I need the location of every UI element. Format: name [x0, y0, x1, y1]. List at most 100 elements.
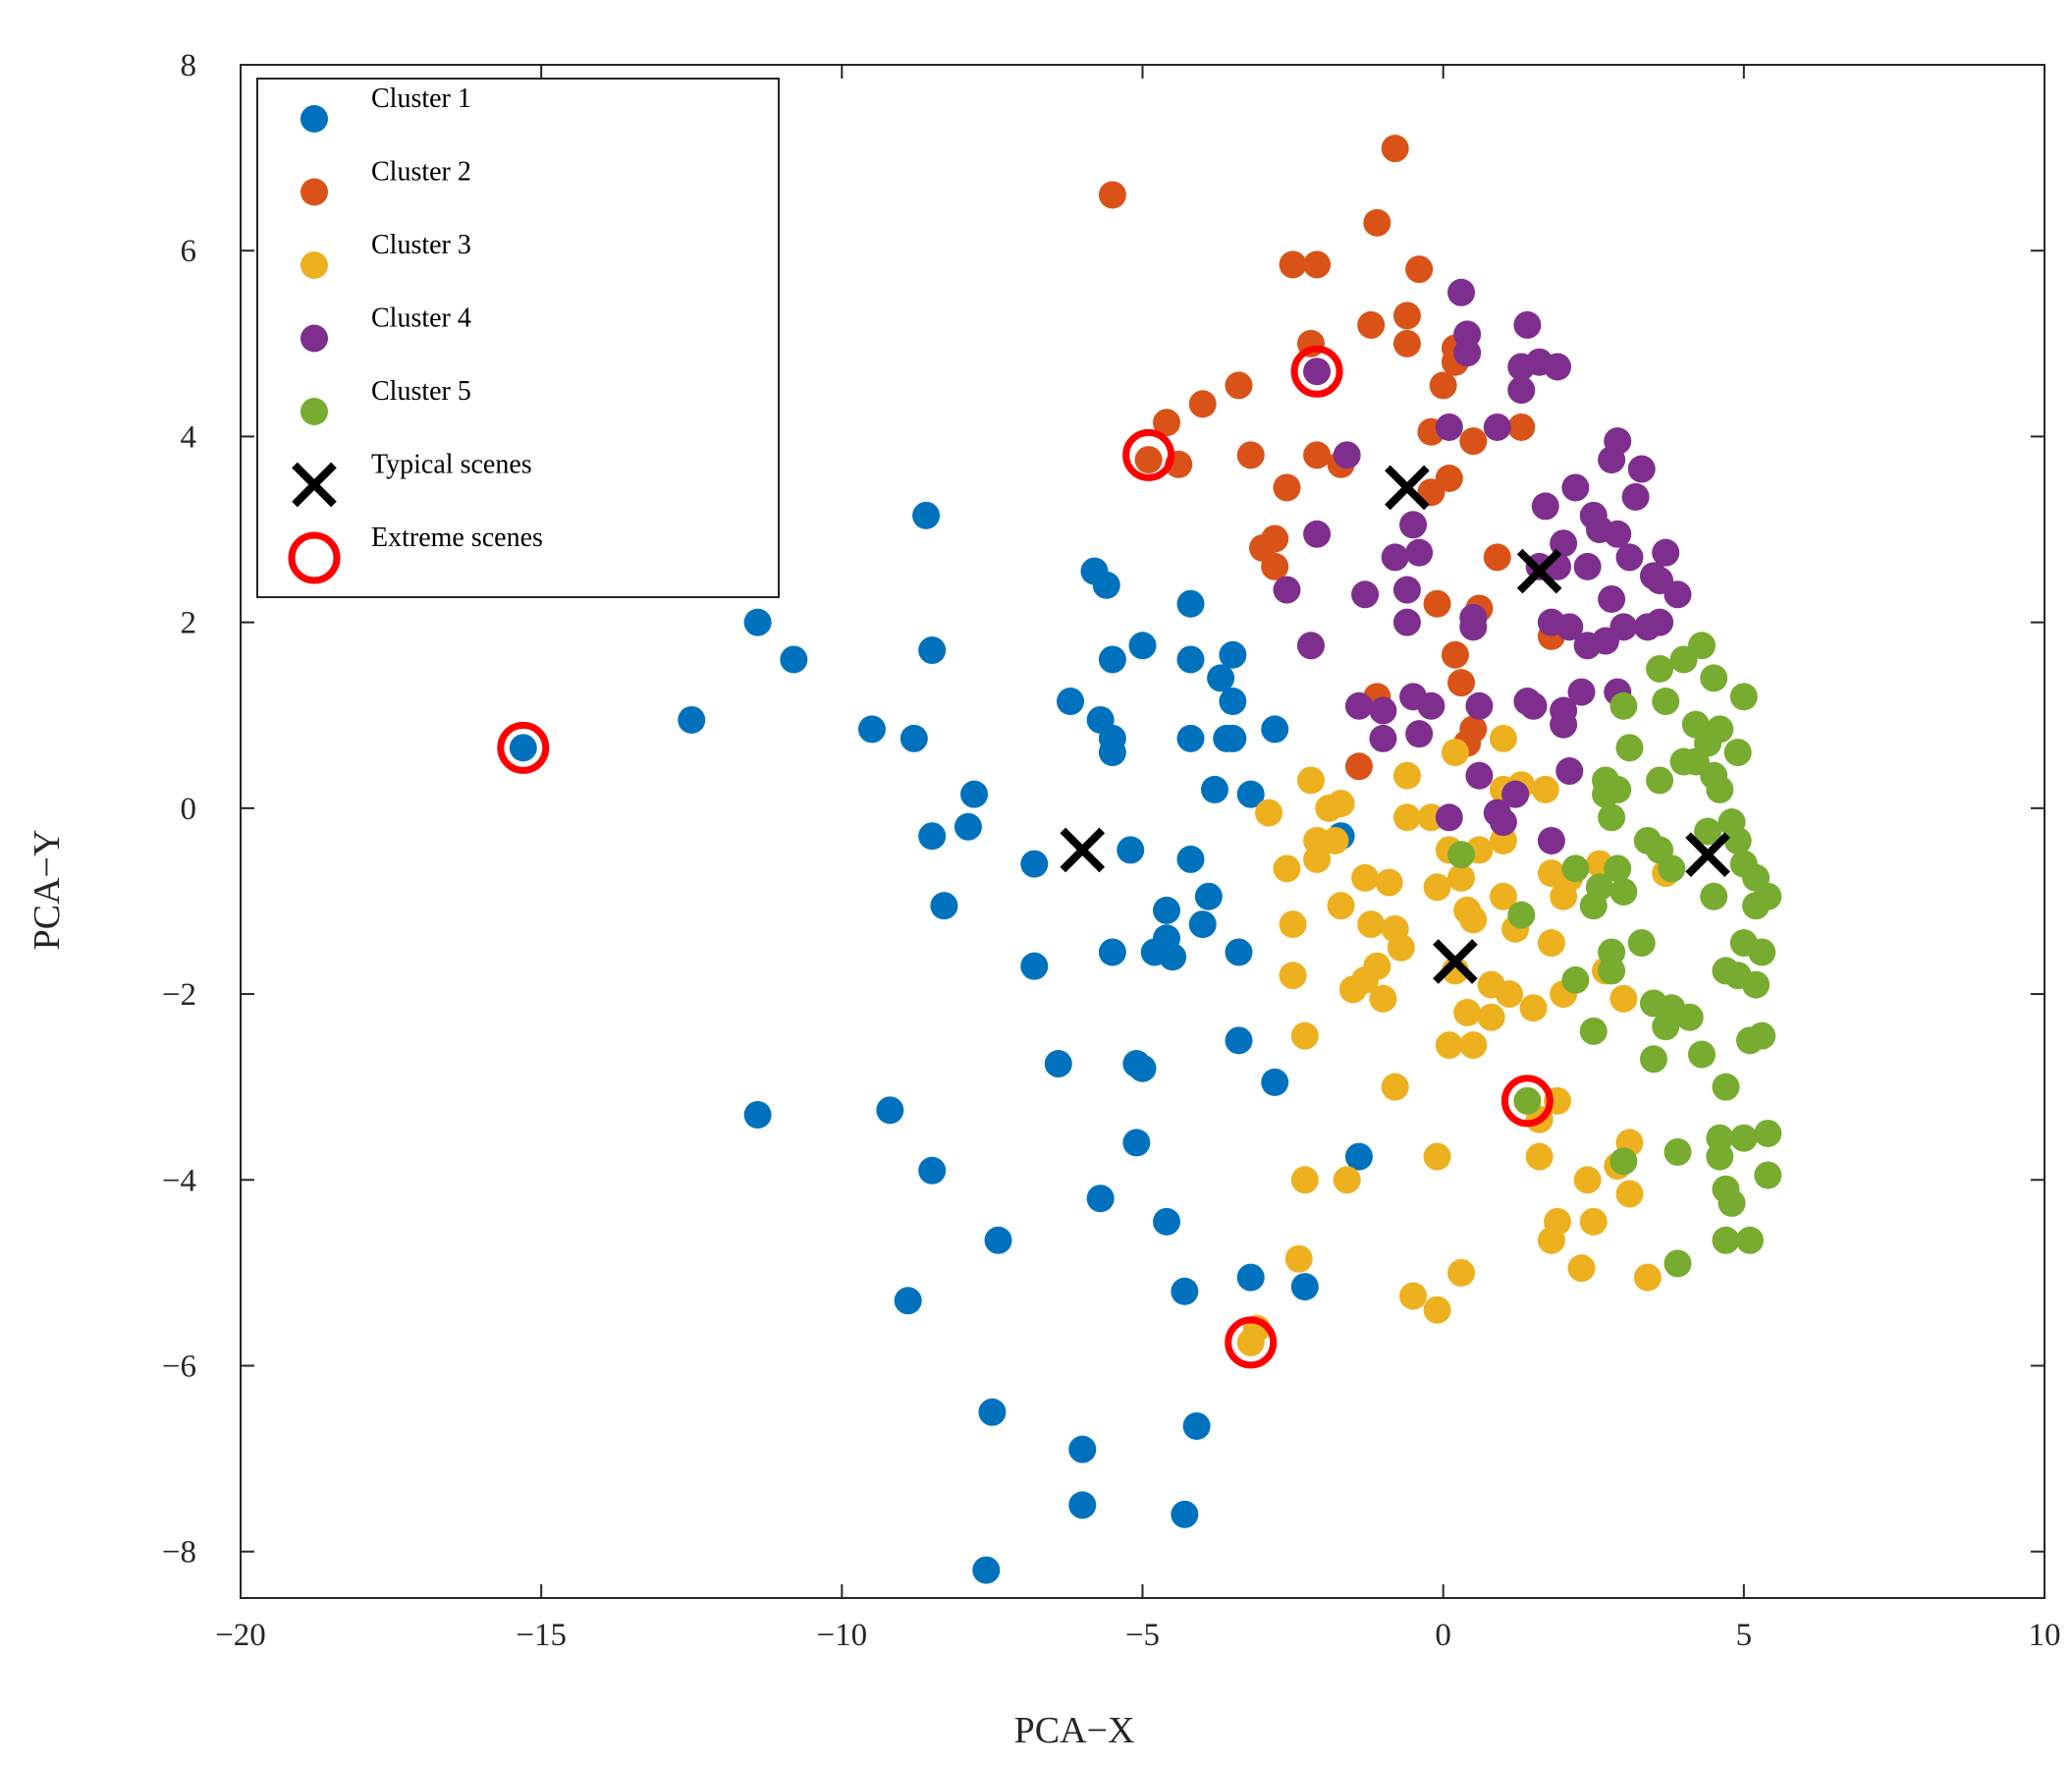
data-point: [1159, 943, 1187, 971]
extreme-scene-marker: [497, 721, 550, 774]
data-point: [1357, 910, 1386, 939]
data-point: [1609, 877, 1638, 906]
data-point: [1261, 715, 1289, 744]
data-point: [1573, 552, 1602, 580]
data-point: [1604, 855, 1632, 883]
data-point: [1044, 1050, 1072, 1078]
data-point: [1381, 1073, 1409, 1101]
data-point: [1615, 734, 1644, 762]
data-point: [1639, 1045, 1667, 1074]
data-point: [1363, 208, 1391, 237]
data-point: [1723, 826, 1752, 855]
data-point: [1344, 752, 1373, 781]
legend-label: Cluster 1: [371, 83, 471, 114]
legend: Cluster 1 Cluster 2 Cluster 3 Cluster 4 Clus…: [256, 78, 780, 598]
data-point: [1122, 1129, 1151, 1157]
typical-scene-stroke: [1516, 548, 1562, 594]
data-point: [1754, 1119, 1782, 1147]
data-point: [1609, 1147, 1638, 1176]
data-point: [1483, 543, 1511, 572]
data-point: [1550, 710, 1578, 739]
x-tick-label: −20: [215, 1618, 266, 1653]
extreme-scene-marker: [1225, 1316, 1278, 1369]
data-point: [930, 892, 958, 920]
data-point: [1020, 952, 1049, 980]
y-axis-ticks: −8 −6 −4 −2 0 2 4 6 8: [162, 48, 2045, 1571]
data-point: [1567, 1254, 1596, 1283]
data-point: [1392, 302, 1421, 330]
data-point: [1176, 724, 1205, 752]
y-tick-label: −6: [162, 1349, 196, 1384]
data-point: [1098, 739, 1126, 767]
data-point: [1279, 962, 1307, 990]
x-axis-title: PCA−X: [1014, 1710, 1135, 1751]
data-point: [1477, 1003, 1505, 1031]
data-point: [1675, 1003, 1704, 1031]
data-point: [1723, 739, 1752, 767]
data-point: [1459, 906, 1488, 934]
data-point: [1303, 520, 1332, 548]
data-point: [1687, 632, 1716, 660]
data-point: [1273, 855, 1301, 883]
data-point: [1261, 524, 1289, 553]
data-point: [1567, 678, 1596, 706]
data-point: [1609, 613, 1638, 641]
data-point: [1290, 1273, 1319, 1301]
data-point: [1020, 850, 1049, 878]
data-point: [1447, 1258, 1476, 1287]
x-tick-label: −5: [1125, 1618, 1160, 1653]
data-point: [1392, 608, 1421, 636]
data-point: [1447, 841, 1476, 869]
legend-swatch-dot: [300, 324, 328, 353]
data-point: [1225, 371, 1253, 400]
data-point: [1279, 910, 1307, 939]
data-point: [1200, 775, 1228, 803]
legend-swatch-x: [292, 462, 337, 508]
data-point: [1369, 696, 1397, 725]
data-point: [1423, 1142, 1451, 1171]
data-point: [1098, 938, 1126, 966]
data-point: [1176, 645, 1205, 674]
data-point: [1513, 310, 1542, 339]
data-point: [1273, 576, 1301, 604]
data-point: [1441, 640, 1469, 669]
data-point: [984, 1226, 1012, 1254]
data-point: [1387, 933, 1415, 962]
data-point: [1459, 1031, 1488, 1060]
data-point: [1176, 845, 1205, 873]
extreme-scene-marker: [1122, 428, 1175, 481]
data-point: [1561, 965, 1590, 994]
data-point: [1236, 780, 1265, 808]
data-point: [1453, 339, 1482, 367]
data-point: [1086, 1185, 1115, 1213]
data-point: [1459, 613, 1488, 641]
typical-scene-marker: [1385, 465, 1430, 511]
data-point: [1219, 724, 1247, 752]
data-point: [1646, 766, 1674, 795]
data-point: [978, 1398, 1007, 1426]
data-point: [743, 1101, 772, 1130]
data-point: [1351, 580, 1380, 609]
data-point: [1609, 984, 1638, 1013]
data-point: [1604, 520, 1632, 548]
data-point: [1134, 446, 1163, 474]
x-tick-label: −10: [817, 1618, 868, 1653]
data-point: [857, 715, 886, 744]
data-point: [1327, 790, 1355, 818]
data-point: [1579, 1207, 1608, 1236]
data-point: [1519, 691, 1548, 720]
data-point: [1652, 688, 1680, 716]
legend-swatch-dot: [300, 105, 328, 133]
series-cluster-5: [1447, 632, 1782, 1278]
data-point: [1303, 358, 1332, 386]
data-point: [1646, 654, 1674, 683]
data-point: [1598, 584, 1626, 613]
data-point: [509, 734, 537, 762]
data-point: [918, 636, 947, 665]
legend-entry: Cluster 4: [300, 303, 471, 353]
data-point: [1188, 390, 1217, 418]
data-point: [1399, 1282, 1428, 1310]
typical-scene-marker: [1685, 832, 1730, 877]
y-tick-label: 0: [181, 792, 197, 827]
data-point: [918, 822, 947, 851]
